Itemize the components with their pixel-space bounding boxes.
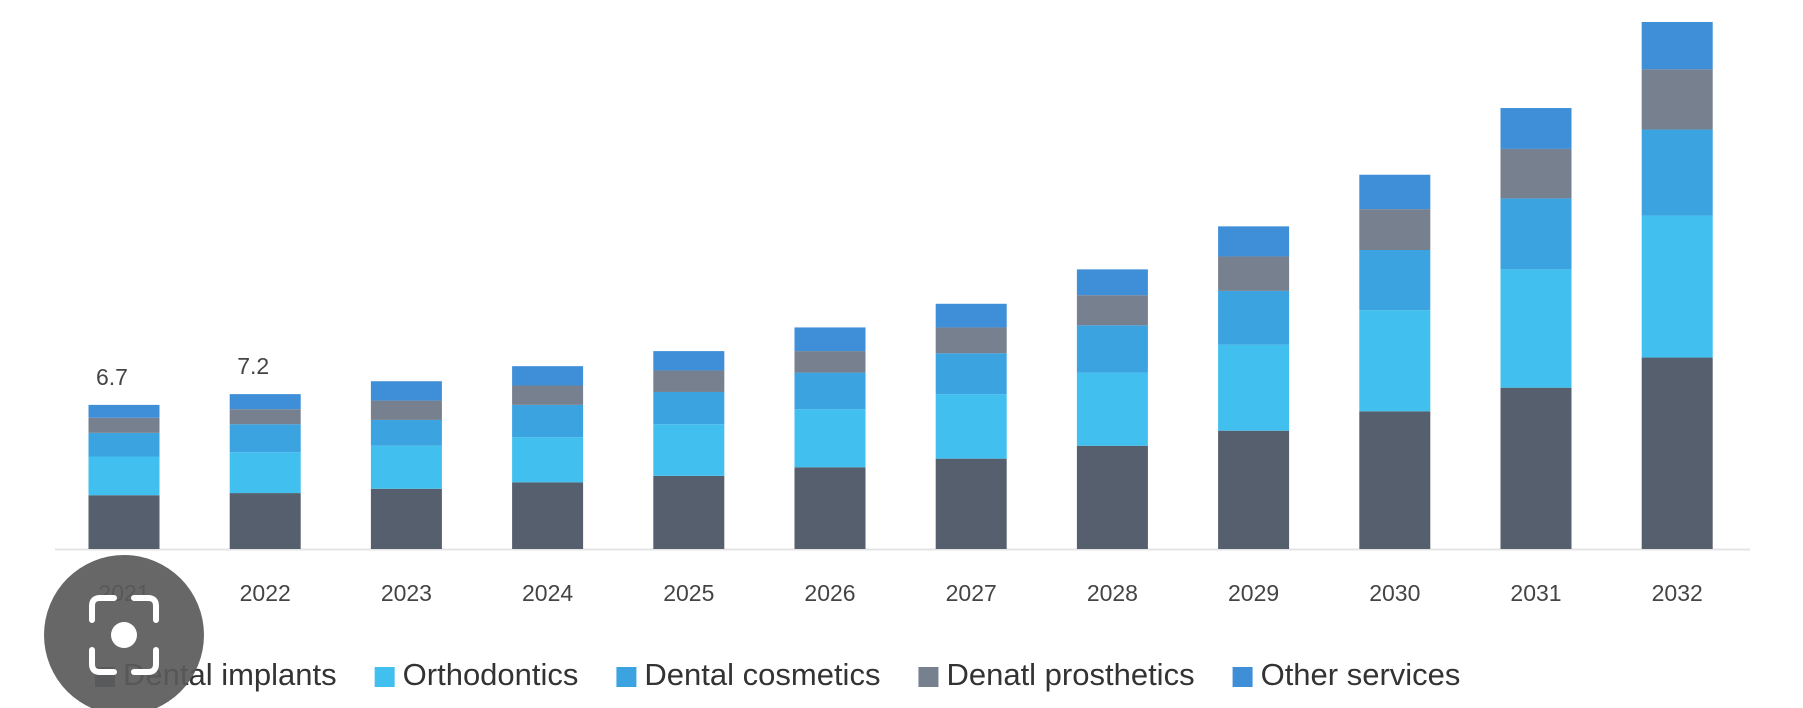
bar-segment (370, 400, 442, 420)
x-tick-label: 2025 (663, 580, 714, 606)
x-tick-label: 2027 (946, 580, 997, 606)
bar-segment (88, 495, 160, 549)
bar-segment (1500, 269, 1572, 388)
x-tick-label: 2030 (1369, 580, 1420, 606)
value-label: 6.7 (96, 364, 128, 390)
bar-segment (88, 432, 160, 457)
bar-segment (512, 437, 584, 483)
bar-segment (935, 353, 1007, 395)
bar-segment (653, 391, 725, 425)
bar-segment (1218, 344, 1290, 431)
bar-segment (1076, 445, 1148, 549)
lens-icon (44, 555, 204, 708)
legend-item: Other services (1232, 657, 1461, 692)
x-tick-label: 2032 (1652, 580, 1703, 606)
bar-segment (512, 385, 584, 405)
legend-label: Denatl prosthetics (946, 657, 1194, 692)
bar-segment (229, 409, 301, 425)
bar-segment (370, 488, 442, 549)
bar-segment (1218, 256, 1290, 291)
legend-swatch (374, 667, 395, 687)
bar-segment (653, 370, 725, 392)
bar-segment (794, 351, 866, 373)
x-tick-label: 2031 (1510, 580, 1561, 606)
bar-segment (370, 419, 442, 446)
bar-segment (370, 381, 442, 401)
bar-segment (1076, 325, 1148, 373)
bar-segment (935, 394, 1007, 459)
bar-segment (370, 445, 442, 489)
x-tick-label: 2023 (381, 580, 432, 606)
bar-segment (1359, 310, 1431, 412)
bar-segment (653, 475, 725, 549)
legend-label: Other services (1261, 657, 1461, 692)
x-tick-label: 2029 (1228, 580, 1279, 606)
bar-segment (1641, 69, 1713, 130)
legend-item: Dental cosmetics (616, 657, 880, 692)
bar-segment (88, 456, 160, 496)
bar-segment (935, 327, 1007, 354)
bar-segment (1500, 387, 1572, 549)
bar-segment (1076, 295, 1148, 326)
bar-segment (1359, 250, 1431, 311)
bar-segment (653, 351, 725, 371)
x-tick-label: 2026 (804, 580, 855, 606)
bar-segment (1218, 430, 1290, 549)
bar-segment (512, 366, 584, 386)
bar-segment (1641, 129, 1713, 216)
bar-segment (1076, 269, 1148, 296)
bar-segment (229, 452, 301, 494)
bar-segment (1359, 209, 1431, 251)
bar-segment (88, 417, 160, 433)
bar-segment (1641, 215, 1713, 358)
bar-segment (1500, 198, 1572, 270)
bar-segment (1641, 357, 1713, 549)
bar-segment (88, 404, 160, 418)
legend-label: Orthodontics (403, 657, 579, 692)
value-label: 7.2 (237, 353, 269, 379)
bar-segment (794, 327, 866, 352)
bar-segment (1500, 148, 1572, 199)
legend-item: Denatl prosthetics (918, 657, 1195, 692)
legend-swatch (1232, 667, 1253, 687)
bar-segment (229, 493, 301, 549)
legend-item: Orthodontics (374, 657, 579, 692)
bar-segment (1500, 108, 1572, 149)
bar-segment (1641, 22, 1713, 70)
bar-segment (229, 394, 301, 410)
legend-label: Dental cosmetics (644, 657, 880, 692)
bar-segment (1218, 226, 1290, 257)
legend-swatch (918, 667, 939, 687)
lens-dot (111, 622, 137, 648)
bar-segment (794, 372, 866, 410)
bar-segment (1359, 174, 1431, 210)
bar-segment (1359, 411, 1431, 549)
bar-segment (935, 458, 1007, 549)
bar-segment (794, 409, 866, 468)
x-tick-label: 2022 (240, 580, 291, 606)
bar-segment (512, 482, 584, 549)
bar-segment (1076, 372, 1148, 446)
bar-segment (794, 467, 866, 549)
bar-segment (653, 424, 725, 476)
bar-segment (512, 404, 584, 438)
bar-segment (1218, 290, 1290, 345)
legend-swatch (616, 667, 637, 687)
x-tick-label: 2024 (522, 580, 573, 606)
x-tick-label: 2028 (1087, 580, 1138, 606)
bar-segment (935, 303, 1007, 328)
bar-segment (229, 424, 301, 453)
lens-frame (89, 595, 159, 675)
